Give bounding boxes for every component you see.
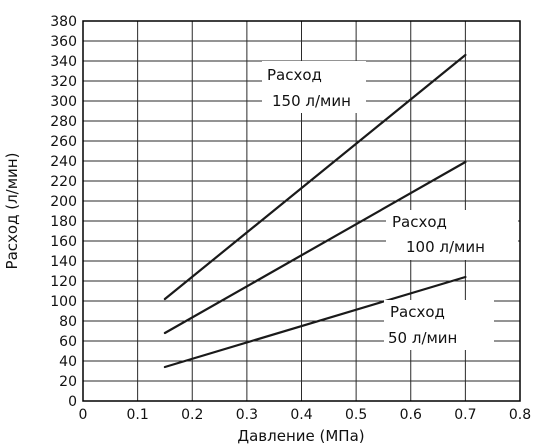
x-tick-label: 0.2 — [181, 407, 203, 423]
x-tick-label: 0.3 — [236, 407, 258, 423]
y-tick-label: 160 — [50, 234, 77, 250]
annotation-3-line2: 50 л/мин — [388, 329, 457, 347]
annotations: Расход 150 л/мин Расход 100 л/мин Расход… — [262, 61, 518, 350]
annotation-1-line1: Расход — [267, 66, 322, 84]
y-tick-label: 120 — [50, 274, 77, 290]
x-tick-label: 0.4 — [290, 407, 312, 423]
series-lines — [163, 53, 467, 369]
y-tick-label: 300 — [50, 94, 77, 110]
y-tick-label: 140 — [50, 254, 77, 270]
x-tick-labels: 0 0.1 0.2 0.3 0.4 0.5 0.6 0.7 0.8 — [79, 407, 532, 423]
x-axis-label: Давление (МПа) — [237, 427, 364, 444]
y-tick-label: 40 — [59, 354, 77, 370]
annotation-2-line1: Расход — [392, 213, 447, 231]
y-tick-label: 340 — [50, 54, 77, 70]
y-tick-label: 180 — [50, 214, 77, 230]
y-tick-label: 320 — [50, 74, 77, 90]
y-tick-label: 200 — [50, 194, 77, 210]
y-axis-label: Расход (л/мин) — [3, 153, 21, 270]
annotation-1-line2: 150 л/мин — [272, 92, 351, 110]
y-tick-label: 80 — [59, 314, 77, 330]
annotation-1-bg — [262, 61, 366, 113]
series-line-1 — [163, 53, 467, 301]
y-tick-label: 260 — [50, 134, 77, 150]
annotation-2-line2: 100 л/мин — [406, 238, 485, 256]
y-tick-label: 100 — [50, 294, 77, 310]
y-tick-label: 380 — [50, 14, 77, 30]
annotation-2-bg — [386, 210, 518, 260]
y-tick-label: 220 — [50, 174, 77, 190]
y-tick-labels: 0 20 40 60 80 100 120 140 160 180 200 220 240 260 280 3… — [50, 14, 77, 410]
y-tick-label: 360 — [50, 34, 77, 50]
x-tick-label: 0.7 — [454, 407, 476, 423]
y-tick-label: 280 — [50, 114, 77, 130]
y-tick-label: 240 — [50, 154, 77, 170]
y-tick-label: 20 — [59, 374, 77, 390]
series-line-3 — [163, 275, 467, 369]
y-tick-label: 0 — [68, 394, 77, 410]
x-tick-label: 0.5 — [345, 407, 367, 423]
x-tick-label: 0.1 — [126, 407, 148, 423]
x-tick-label: 0.8 — [509, 407, 531, 423]
series-line-2 — [163, 160, 467, 335]
annotation-3-line1: Расход — [390, 303, 445, 321]
plot-frame — [82, 20, 521, 402]
annotation-3-bg — [384, 300, 494, 350]
y-tick-label: 60 — [59, 334, 77, 350]
x-tick-label: 0.6 — [400, 407, 422, 423]
x-tick-label: 0 — [79, 407, 88, 423]
